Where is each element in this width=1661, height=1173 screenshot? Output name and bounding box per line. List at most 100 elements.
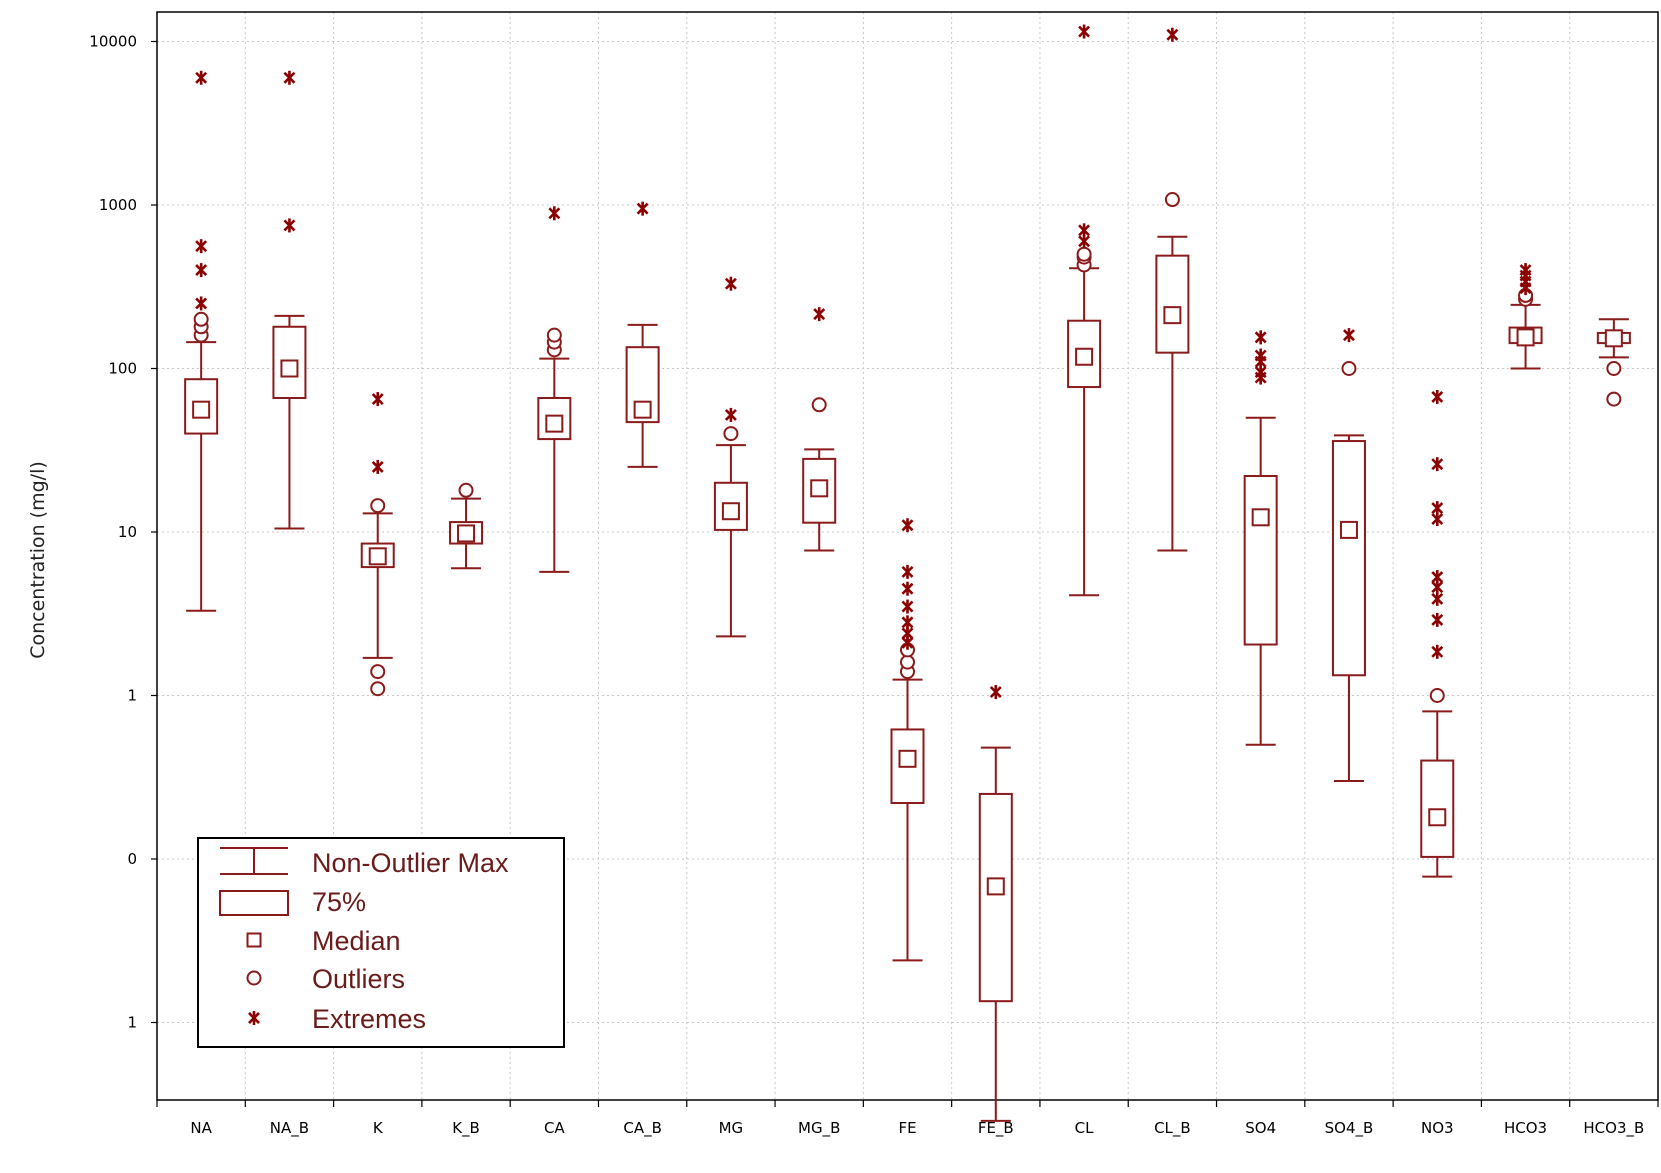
median-marker [457, 524, 476, 543]
median-marker [986, 877, 1005, 896]
legend-label: Median [312, 926, 401, 956]
extreme-point [1431, 612, 1444, 627]
x-tick-label: CL [1075, 1119, 1094, 1137]
legend-label: Extremes [312, 1004, 426, 1034]
extreme-point [195, 70, 208, 85]
x-tick-label: MG [719, 1119, 744, 1137]
outlier-point [193, 311, 209, 327]
median-marker [1163, 306, 1182, 325]
outlier-point [811, 397, 827, 413]
x-tick-label: FE_B [978, 1119, 1014, 1138]
iqr-box [978, 792, 1013, 1003]
extreme-point [901, 615, 914, 630]
box-na [184, 70, 219, 612]
box-mg_b [802, 307, 837, 552]
box-k_b [449, 482, 484, 570]
extreme-point [1343, 328, 1355, 343]
median-marker [368, 547, 387, 566]
legend-symbol-box [219, 890, 289, 916]
extreme-point [1078, 24, 1091, 39]
y-tick-label: 10000 [89, 33, 137, 51]
outlier-point [458, 482, 474, 498]
box-so4 [1243, 330, 1278, 746]
x-tick-label: NO3 [1421, 1119, 1454, 1137]
median-marker [898, 749, 917, 768]
box-cl_b [1155, 27, 1190, 552]
median-marker [810, 479, 829, 498]
iqr-box [1331, 440, 1366, 677]
y-axis-label: Concentration (mg/l) [27, 461, 49, 659]
iqr-box [1067, 319, 1102, 389]
outlier-point [1076, 246, 1092, 262]
boxes-layer [184, 24, 1631, 1122]
x-tick-label: CL_B [1154, 1119, 1191, 1138]
extreme-point [1078, 223, 1091, 238]
outlier-point [1606, 391, 1622, 407]
legend-symbol-median [246, 932, 262, 948]
outlier-point [723, 426, 739, 442]
extreme-point [1431, 591, 1444, 606]
outlier-point [1341, 361, 1357, 376]
median-marker [1516, 328, 1535, 347]
extreme-point [1431, 501, 1444, 516]
box-so4_b [1331, 328, 1366, 782]
extreme-point [724, 407, 737, 422]
box-hco3 [1508, 263, 1543, 370]
box-no3 [1420, 389, 1455, 878]
extreme-point [989, 685, 1002, 700]
outlier-point [1606, 361, 1622, 376]
median-marker [192, 400, 211, 419]
legend-label: Outliers [312, 964, 405, 994]
median-marker [721, 502, 740, 521]
y-tick-label: 1 [127, 1014, 137, 1032]
extreme-point [813, 307, 826, 322]
extreme-point [901, 599, 914, 614]
x-tick-label: SO4 [1245, 1119, 1276, 1137]
extreme-point [548, 206, 561, 221]
x-tick-label: K_B [452, 1119, 480, 1138]
extreme-point [195, 263, 208, 278]
outlier-point [370, 498, 386, 514]
legend-label: Non-Outlier Max [312, 848, 509, 878]
extreme-point [1254, 330, 1267, 345]
legend-label: 75% [312, 887, 366, 917]
iqr-box [272, 325, 307, 400]
y-tick-label: 100 [108, 360, 137, 378]
x-tick-label: NA [190, 1119, 212, 1137]
extreme-point [1431, 389, 1444, 404]
y-tick-label: 10 [118, 523, 137, 541]
legend-symbol-whisker [220, 847, 288, 875]
extreme-point [1254, 348, 1267, 363]
extreme-point [1431, 457, 1444, 472]
x-tick-label: FE [898, 1119, 916, 1137]
y-tick-label: 1000 [99, 196, 137, 214]
legend-outlier-marker [246, 970, 262, 986]
iqr-box [1155, 254, 1190, 354]
outlier-point [900, 654, 915, 670]
median-marker [545, 414, 564, 433]
extreme-point [1431, 570, 1444, 585]
legend-symbol-outlier [246, 970, 262, 986]
box-cl [1067, 24, 1102, 597]
box-hco3_b [1596, 318, 1631, 407]
x-tick-label: K [373, 1119, 384, 1137]
plot-frame [156, 11, 1659, 1101]
extreme-point [901, 581, 914, 596]
x-tick-label: SO4_B [1325, 1119, 1374, 1138]
outlier-point [1429, 688, 1445, 703]
outlier-point [546, 327, 562, 343]
y-tick-label: 1 [127, 687, 137, 705]
box-k [360, 392, 395, 697]
x-tick-label: CA [544, 1119, 565, 1137]
extreme-point [283, 70, 296, 85]
extreme-point [636, 201, 649, 216]
extreme-point [195, 239, 208, 254]
outlier-point [370, 664, 386, 680]
median-marker [1428, 808, 1447, 827]
median-marker [280, 359, 299, 378]
box-fe [890, 518, 925, 962]
outlier-point [370, 681, 386, 697]
x-tick-label: MG_B [798, 1119, 840, 1138]
